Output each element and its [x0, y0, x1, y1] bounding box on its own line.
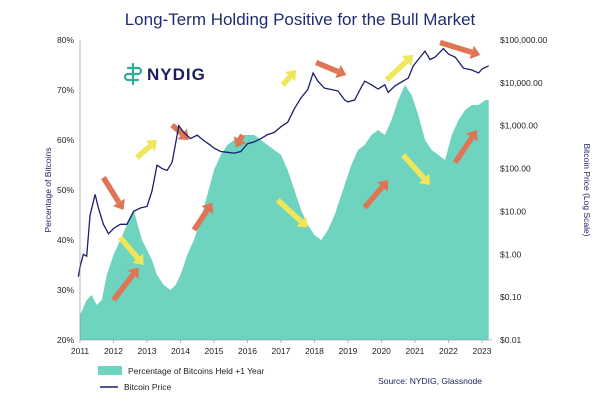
y-right-axis-label: Bitcoin Price (Log Scale): [582, 143, 592, 236]
y-left-tick-label: 60%: [57, 135, 74, 145]
y-right-axis-ticks: $100,000.00 $10,000.00 $1,000.00 $100.00 $10…: [500, 35, 548, 345]
x-tick-label: 2017: [272, 346, 291, 356]
y-left-tick-label: 50%: [57, 185, 74, 195]
trend-arrow-9: [118, 235, 144, 265]
x-tick-label: 2018: [305, 346, 324, 356]
y-right-tick-label: $100.00: [500, 164, 531, 174]
legend-label-area: Percentage of Bitcoins Held +1 Year: [128, 366, 264, 376]
nydig-logo-text: NYDIG: [147, 65, 206, 84]
trend-arrow-14: [401, 153, 430, 185]
trend-arrow-1: [101, 176, 125, 210]
arrows-layer: [101, 39, 481, 302]
x-tick-label: 2015: [205, 346, 224, 356]
plot-area: [77, 39, 489, 340]
trend-arrow-4: [233, 133, 247, 148]
x-tick-label: 2023: [472, 346, 491, 356]
y-right-tick-label: $10,000.00: [500, 78, 543, 88]
trend-arrow-5: [280, 70, 296, 87]
y-left-tick-label: 80%: [57, 35, 74, 45]
trend-arrow-6: [315, 59, 347, 78]
y-right-tick-label: $100,000.00: [500, 35, 548, 45]
trend-arrow-13: [362, 180, 389, 210]
trend-arrow-15: [452, 130, 478, 165]
legend: Percentage of Bitcoins Held +1 Year Bitc…: [98, 366, 264, 392]
area-series-long-term-holding: [80, 85, 489, 340]
trend-arrow-12: [275, 197, 308, 228]
x-tick-label: 2011: [71, 346, 90, 356]
y-left-tick-label: 70%: [57, 85, 74, 95]
x-axis-ticks: 2011 2012 2013 2014 2015 2016 2017 2018 2019 2020…: [71, 340, 492, 356]
source-note: Source: NYDIG, Glassnode: [378, 376, 482, 386]
x-tick-label: 2016: [238, 346, 257, 356]
x-tick-label: 2013: [138, 346, 157, 356]
nydig-logo: NYDIG: [123, 62, 206, 86]
y-left-tick-label: 20%: [57, 335, 74, 345]
x-tick-label: 2022: [439, 346, 458, 356]
x-tick-label: 2014: [171, 346, 190, 356]
y-left-tick-label: 30%: [57, 285, 74, 295]
x-tick-label: 2020: [372, 346, 391, 356]
y-right-tick-label: $0.10: [500, 292, 522, 302]
x-tick-label: 2012: [104, 346, 123, 356]
x-tick-label: 2019: [339, 346, 358, 356]
trend-arrow-8: [439, 39, 481, 59]
y-left-axis-label: Percentage of Bitcoins: [43, 147, 53, 232]
legend-swatch-area: [98, 366, 122, 375]
trend-arrow-11: [191, 202, 214, 232]
y-left-axis-ticks: 80% 70% 60% 50% 40% 30% 20%: [57, 35, 74, 345]
line-series-bitcoin-price: [77, 47, 489, 277]
trend-arrow-10: [111, 267, 139, 302]
legend-label-line: Bitcoin Price: [124, 382, 172, 392]
x-tick-label: 2021: [405, 346, 424, 356]
trend-arrow-3: [170, 122, 189, 140]
y-right-tick-label: $0.01: [500, 335, 522, 345]
y-left-tick-label: 40%: [57, 235, 74, 245]
trend-arrow-2: [135, 140, 157, 160]
trend-arrow-7: [384, 55, 414, 83]
y-right-tick-label: $10.00: [500, 206, 526, 216]
y-right-tick-label: $1,000.00: [500, 121, 538, 131]
chart-title: Long-Term Holding Positive for the Bull …: [125, 10, 476, 29]
y-right-tick-label: $1.00: [500, 249, 522, 259]
nydig-logo-icon: [123, 62, 143, 86]
